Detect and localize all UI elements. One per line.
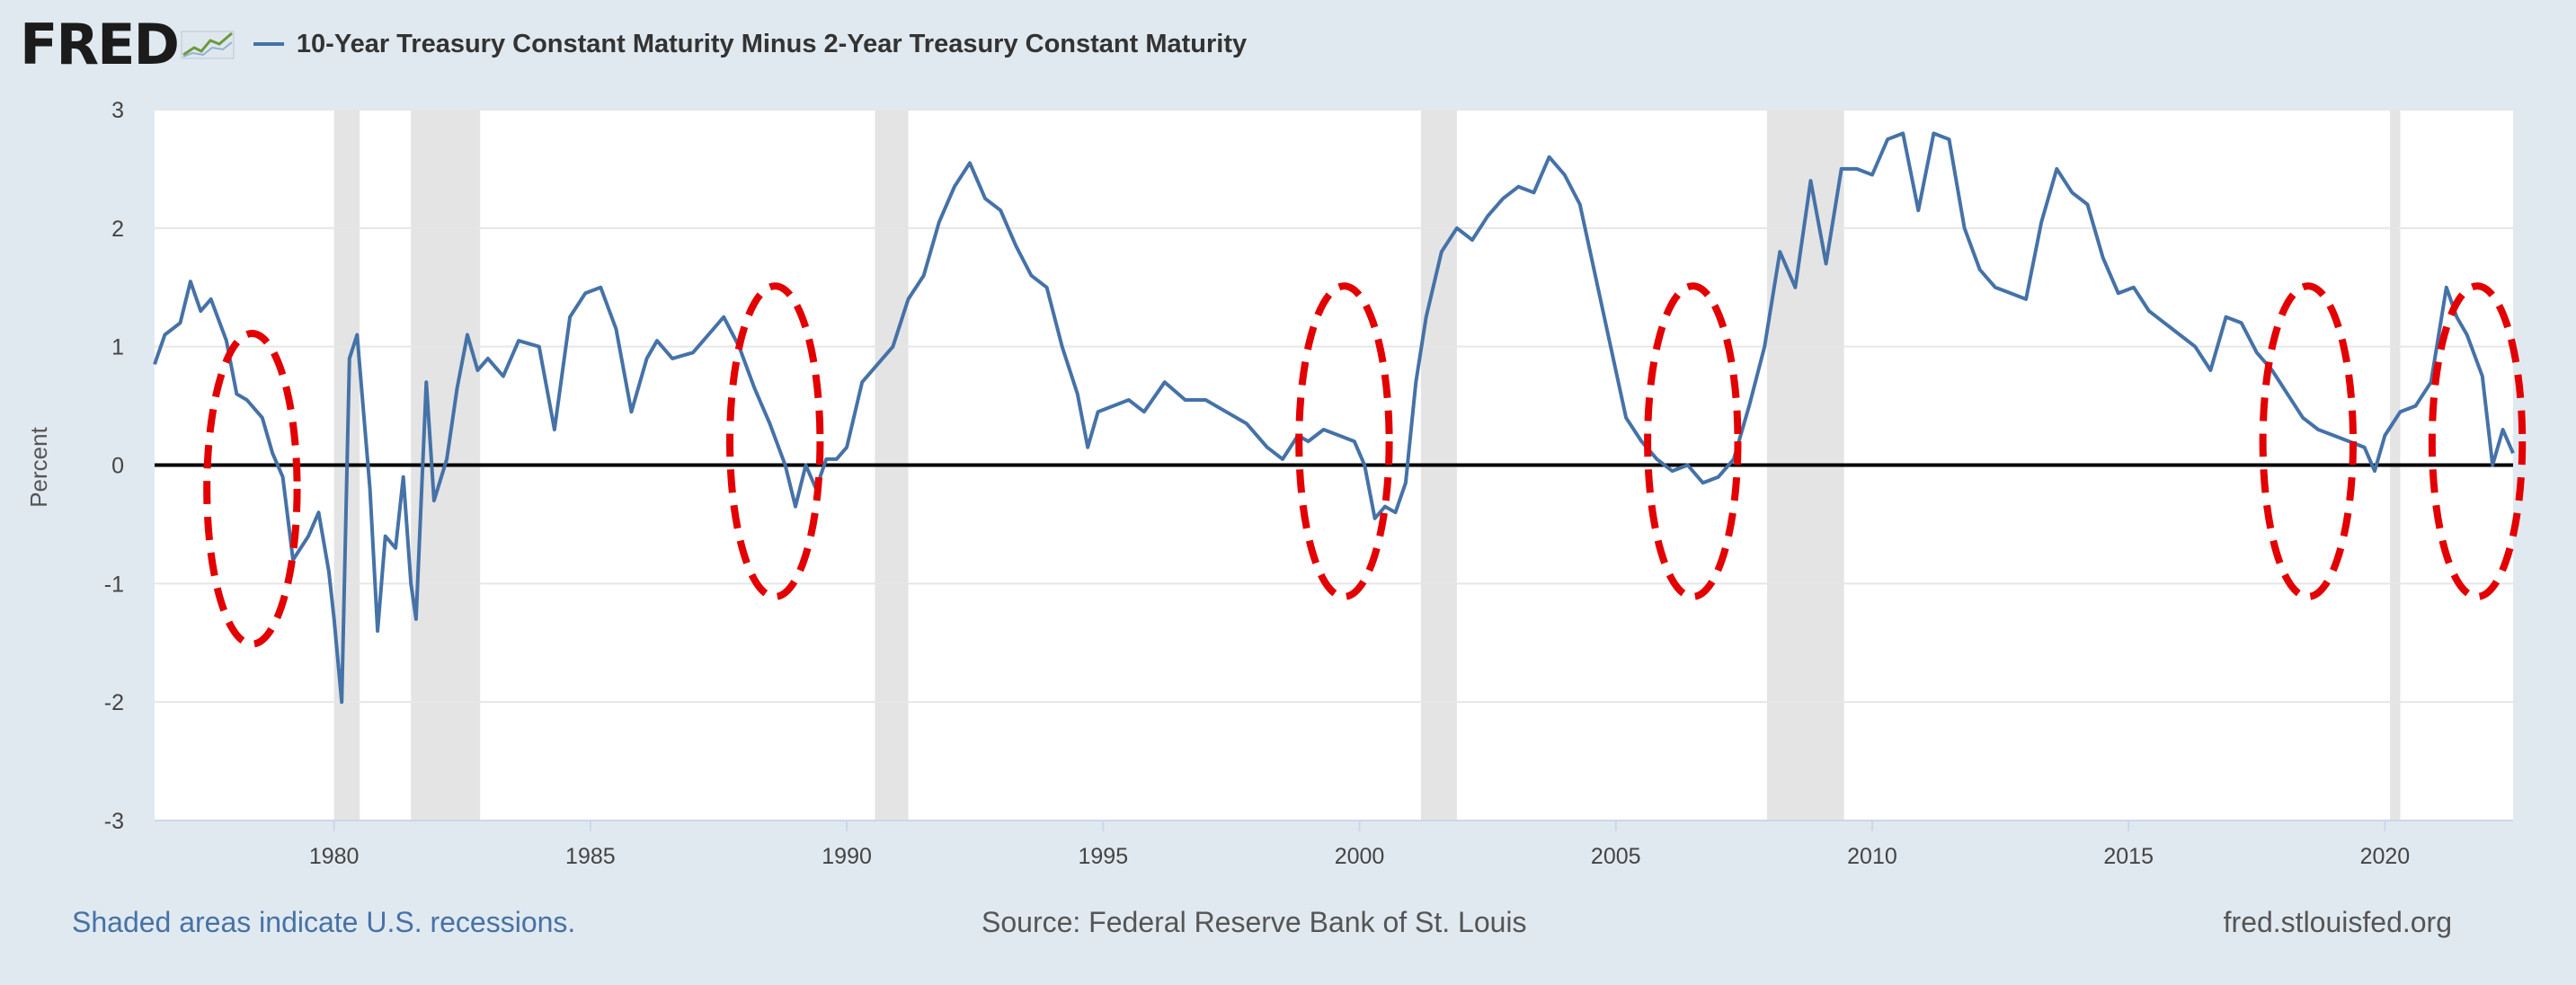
x-tick-label: 2000 [1335, 844, 1385, 869]
y-tick-label: 3 [111, 98, 124, 123]
annotation-layer [203, 282, 2527, 648]
series-line [153, 131, 2515, 705]
x-tick-label: 1990 [822, 844, 872, 869]
y-tick-label: -3 [104, 809, 124, 834]
annotation-dashed-circle [726, 282, 824, 600]
site-link[interactable]: fred.stlouisfed.org [2223, 906, 2452, 938]
fred-logo-graph-icon [181, 31, 235, 59]
series-layer [153, 131, 2515, 705]
annotation-dashed-circle [2259, 282, 2358, 600]
x-tick-label: 2020 [2360, 844, 2411, 869]
fred-logo[interactable]: FRED [20, 11, 180, 77]
y-tick-label: -1 [104, 572, 124, 597]
x-tick-label: 2005 [1591, 844, 1641, 869]
chart-header: FRED 10-Year Treasury Constant Maturity … [20, 11, 1248, 77]
y-axis-label: Percent [25, 426, 52, 507]
y-tick-label: 0 [111, 454, 124, 479]
legend-swatch [253, 42, 284, 46]
x-tick-label: 1980 [309, 844, 360, 869]
x-tick-label: 2010 [1847, 844, 1897, 869]
x-tick-label: 1985 [565, 844, 616, 869]
y-tick-label: 1 [111, 335, 124, 360]
x-tick-label: 2015 [2103, 844, 2154, 869]
y-tick-label: -2 [104, 690, 124, 715]
recession-note-link[interactable]: Shaded areas indicate U.S. recessions. [72, 906, 576, 938]
y-tick-label: 2 [111, 217, 124, 242]
x-tick-label: 1995 [1078, 844, 1128, 869]
axes: 3 2 1 0 -1 -2 -3 1980 1985 1990 1995 2000 2005 2010 20… [104, 98, 2513, 869]
annotation-dashed-circle [203, 330, 301, 648]
annotation-dashed-circle [2428, 282, 2527, 600]
annotation-dashed-circle [1644, 282, 1742, 600]
annotation-dashed-circle [1295, 282, 1393, 600]
source-text: Source: Federal Reserve Bank of St. Loui… [982, 906, 1527, 938]
legend-series-title: 10-Year Treasury Constant Maturity Minus… [296, 29, 1248, 58]
